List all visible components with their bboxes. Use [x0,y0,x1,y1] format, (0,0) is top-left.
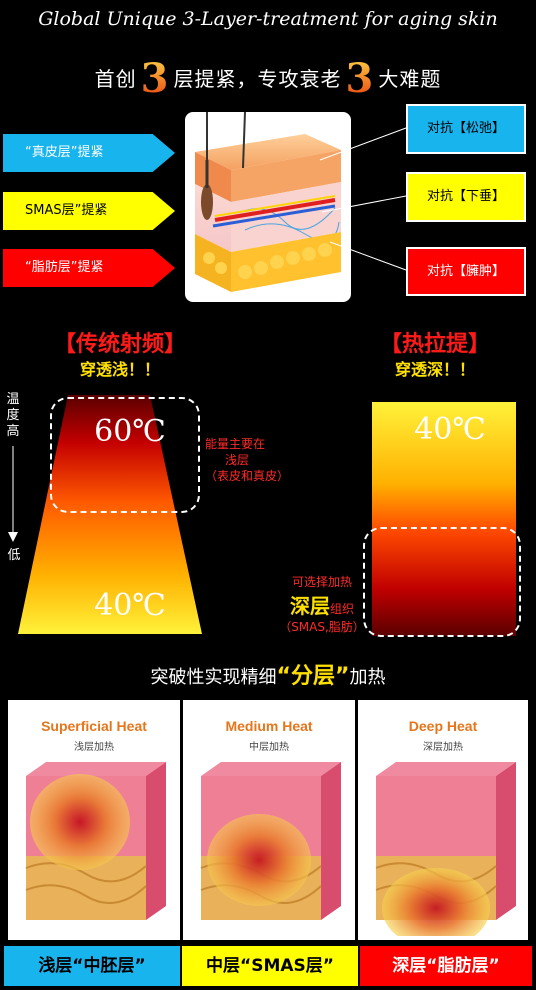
deep-note-tissue: 组织 [329,602,354,616]
thermal-lift-subtitle: 穿透深！！ [394,360,475,379]
breakthrough-prefix: 突破性实现精细 [150,667,277,688]
headline-text-1: 首创 [94,67,137,91]
traditional-rf-subtitle: 穿透浅！！ [79,360,160,379]
panel-subtitle-medium: 中层加热 [249,742,289,753]
headline: 首创 3 层提紧，专攻衰老 3 大难题 [0,55,536,102]
energy-note-line1: 能量主要在 [205,437,266,451]
bottom-label-superficial: 浅层“中胚层” [4,946,180,986]
deep-note-line2: 深层组织 [272,590,372,619]
thermal-lift-title: 【热拉提】 [379,331,490,357]
energy-note-line2: 浅层 [225,453,250,467]
deep-layer-note: 可选择加热 深层组织 （SMAS,脂肪） [272,574,372,635]
skin-layers-graphic [195,112,341,292]
energy-note: 能量主要在 浅层 （表皮和真皮） [205,436,305,484]
headline-text-2: 层提紧，专攻衰老 [173,67,342,91]
panel-title-superficial: Superficial Heat [41,718,147,734]
medium-heat-graphic [200,762,341,920]
deep-note-line3: （SMAS,脂肪） [279,620,365,634]
layer-label-dermis: “真皮层”提紧 [3,134,175,172]
bottom-label-medium: 中层“SMAS层” [182,946,358,986]
temp-axis-arrow-icon [8,446,18,542]
temp-40-top-label: 40℃ [414,412,486,447]
temp-60-label: 60℃ [94,414,166,449]
breakthrough-suffix: 加热 [349,667,386,688]
headline-number-2: 3 [345,55,375,102]
layer-label-smas: SMAS层”提紧 [3,192,175,230]
panel-superficial: Superficial Heat 浅层加热 [8,700,180,940]
energy-note-line3: （表皮和真皮） [205,469,290,483]
traditional-heat-trapezoid [18,395,202,634]
headline-text-3: 大难题 [378,67,442,91]
panel-deep: Deep Heat 深层加热 [358,700,528,940]
deep-heat-graphic [375,762,516,936]
bottom-label-deep: 深层“脂肪层” [360,946,532,986]
panel-subtitle-superficial: 浅层加热 [74,742,114,753]
problem-box-bloating: 对抗【臃肿】 [406,247,526,296]
temp-axis-low-label: 低 [7,548,21,563]
connector-lines [319,127,407,271]
layer-label-fat: “脂肪层”提紧 [3,249,175,287]
temp-axis-label: 温度高 [6,392,20,439]
problem-box-sagging: 对抗【松弛】 [406,104,526,154]
panel-medium: Medium Heat 中层加热 [183,700,355,940]
panel-title-deep: Deep Heat [408,718,478,734]
panel-title-medium: Medium Heat [225,718,313,734]
superficial-heat-graphic [25,762,166,920]
shallow-zone-highlight [50,397,200,513]
deep-note-line1: 可选择加热 [291,575,352,589]
breakthrough-highlight: “分层” [276,664,350,689]
page-title: Global Unique 3-Layer-treatment for agin… [38,8,498,30]
deep-zone-highlight [363,527,521,637]
skin-illustration [185,112,351,302]
thermal-lift-heat-column [372,402,516,636]
temp-40-bottom-label: 40℃ [94,588,166,623]
deep-note-highlight: 深层 [289,594,330,618]
breakthrough-line: 突破性实现精细“分层”加热 [0,658,536,690]
problem-box-drooping: 对抗【下垂】 [406,172,526,222]
headline-number-1: 3 [140,55,170,102]
panel-subtitle-deep: 深层加热 [423,742,463,753]
traditional-rf-title: 【传统射频】 [53,331,186,357]
